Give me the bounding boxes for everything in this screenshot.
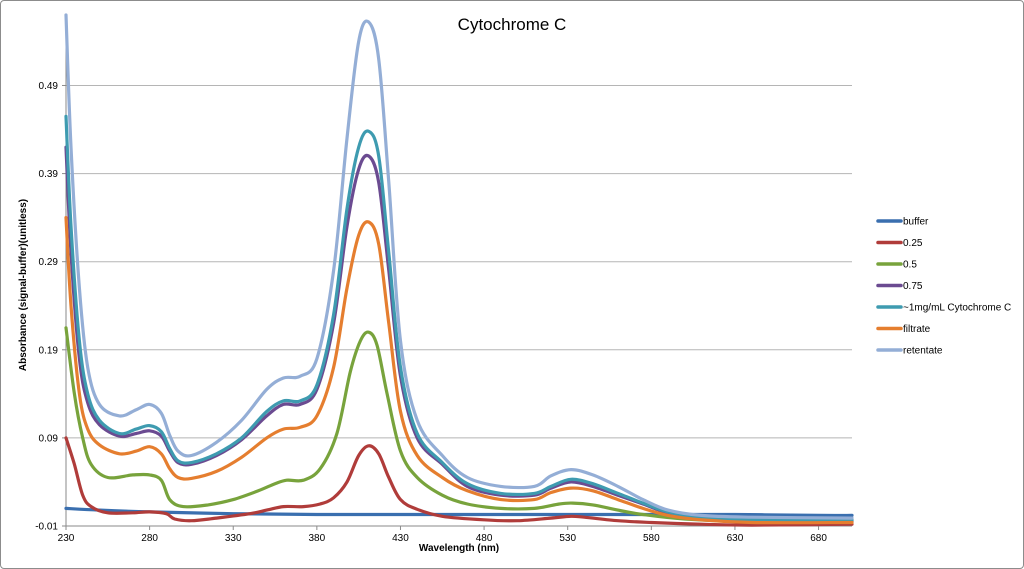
y-axis-title: Absorbance (signal-buffer)(unitless)	[18, 199, 29, 371]
x-tick-label: 530	[559, 533, 576, 544]
x-tick-label: 580	[643, 533, 660, 544]
series-line-buffer	[64, 506, 854, 518]
legend-label-filtrate: filtrate	[903, 324, 931, 335]
legend: buffer 0.25 0.5 0.75 ~1mg/mL Cytochrome C fil…	[876, 217, 1011, 357]
y-tick-label: 0.09	[39, 433, 59, 444]
y-tick-label: 0.39	[39, 169, 59, 180]
x-tick-label: 680	[810, 533, 827, 544]
legend-label-retentate: retentate	[903, 346, 943, 357]
x-tick-label: 380	[309, 533, 326, 544]
x-tick-label: 330	[225, 533, 242, 544]
x-tick-label: 280	[141, 533, 158, 544]
y-tick-label: -0.01	[35, 522, 58, 533]
series-line-0-75	[64, 145, 854, 523]
series-line-retentate	[64, 13, 854, 520]
y-tick-label: 0.19	[39, 345, 59, 356]
series-line-1mg-ml-cytochrome-c	[64, 114, 854, 522]
y-tick-label: 0.29	[39, 257, 59, 268]
legend-label-0-5: 0.5	[903, 260, 917, 271]
legend-label-1mg-ml-cytochrome-c: ~1mg/mL Cytochrome C	[903, 303, 1011, 314]
series-line-filtrate	[64, 216, 854, 525]
data-series	[64, 13, 854, 527]
series-line-0-5	[64, 326, 854, 524]
gridlines	[66, 84, 852, 439]
x-tick-label: 430	[392, 533, 409, 544]
y-tick-label: 0.49	[39, 81, 59, 92]
legend-label-buffer: buffer	[903, 217, 929, 228]
x-tick-label: 480	[476, 533, 493, 544]
legend-label-0-25: 0.25	[903, 238, 923, 249]
x-tick-label: 230	[58, 533, 75, 544]
x-axis-title: Wavelength (nm)	[419, 543, 499, 554]
legend-label-0-75: 0.75	[903, 281, 923, 292]
chart-title: Cytochrome C	[458, 15, 567, 34]
series-line-0-25	[64, 436, 854, 527]
x-tick-label: 630	[727, 533, 744, 544]
